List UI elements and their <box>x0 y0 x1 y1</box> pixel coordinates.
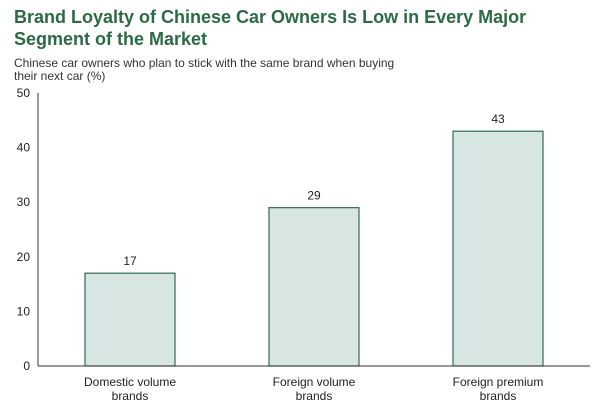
chart-title: Brand Loyalty of Chinese Car Owners Is L… <box>14 7 527 49</box>
y-tick-label: 0 <box>23 359 30 373</box>
x-tick-label: Foreign premium brands <box>453 375 544 403</box>
data-label: 43 <box>491 112 505 126</box>
y-tick-label: 10 <box>17 304 31 318</box>
y-tick-label: 20 <box>17 250 31 264</box>
data-label: 29 <box>307 189 321 203</box>
y-tick-label: 50 <box>17 86 31 100</box>
bar <box>452 130 544 367</box>
y-tick-label: 40 <box>17 141 31 155</box>
bars-group: 17 29 43 <box>84 112 544 367</box>
y-tick-label: 30 <box>17 195 31 209</box>
x-axis: Domestic volume brands Foreign volume brand… <box>38 365 590 403</box>
data-label: 17 <box>123 254 137 268</box>
bar <box>84 272 176 367</box>
y-axis: 0 10 20 30 40 50 <box>17 86 39 373</box>
x-tick-label: Domestic volume brands <box>84 375 176 403</box>
chart-subtitle: Chinese car owners who plan to stick wit… <box>14 56 395 83</box>
bar <box>268 207 360 367</box>
x-tick-label: Foreign volume brands <box>273 375 356 403</box>
